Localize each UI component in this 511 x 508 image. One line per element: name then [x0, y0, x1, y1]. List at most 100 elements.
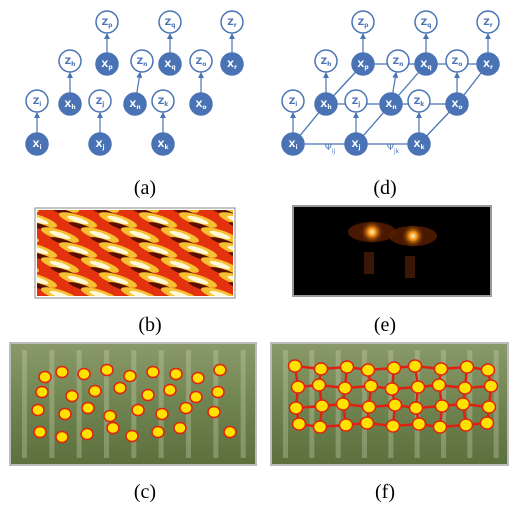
detection — [36, 387, 48, 398]
label-main: X — [158, 140, 165, 150]
detection — [481, 417, 494, 429]
label-sub: ij — [332, 148, 336, 155]
detection — [126, 431, 138, 442]
heat-peak — [9, 289, 31, 301]
heat-peak — [9, 199, 31, 211]
detection — [170, 369, 182, 380]
label-main: X — [288, 140, 295, 150]
label-sub: j — [357, 144, 360, 151]
detection — [32, 405, 44, 416]
label-sub: jk — [393, 148, 400, 155]
caption: (a) — [134, 177, 156, 199]
label-main: X — [451, 100, 458, 110]
label-sub: q — [171, 22, 175, 29]
label-sub: h — [327, 61, 331, 68]
detection — [386, 383, 399, 395]
arrow — [137, 73, 140, 93]
label-main: X — [129, 100, 136, 110]
label-main: X — [385, 100, 392, 110]
detection — [389, 399, 402, 411]
caption: (d) — [373, 177, 396, 199]
detection — [142, 390, 154, 401]
detection — [56, 432, 68, 443]
figure-content: ZpZqZrZhXpZnXqZoXrZiXhZjXnZkXoXiXjXkZpZq… — [0, 11, 508, 465]
detection — [340, 419, 353, 431]
heat-hot — [0, 254, 41, 276]
heat-cold — [10, 205, 38, 218]
blob — [401, 224, 425, 248]
label-main: Ψ — [387, 143, 394, 153]
label-main: X — [483, 60, 490, 70]
label-sub: i — [39, 101, 41, 108]
detection — [212, 387, 224, 398]
detection — [132, 405, 144, 416]
detection — [208, 407, 220, 418]
plant-stripe — [241, 350, 246, 458]
detection — [214, 365, 226, 376]
detection — [433, 379, 446, 391]
blob — [360, 220, 384, 244]
detection — [361, 417, 374, 429]
label-sub: o — [458, 104, 462, 111]
label-sub: i — [295, 144, 297, 151]
detection — [409, 360, 422, 372]
blob-trail — [405, 256, 415, 278]
plant-stripe — [309, 350, 314, 458]
detection — [89, 386, 101, 397]
detection — [337, 398, 350, 410]
label-main: X — [95, 140, 102, 150]
heat-cold — [10, 235, 38, 248]
plant-stripe — [283, 350, 288, 458]
label-sub: o — [202, 104, 206, 111]
heat-cold — [10, 265, 38, 278]
detection — [174, 423, 186, 434]
detection — [78, 369, 90, 380]
label-sub: i — [39, 144, 41, 151]
detection — [34, 427, 46, 438]
detection — [293, 418, 306, 430]
detection — [387, 420, 400, 432]
detection — [363, 401, 376, 413]
detection — [114, 383, 126, 394]
label-main: X — [351, 140, 358, 150]
detection — [457, 398, 470, 410]
label-sub: n — [136, 104, 140, 111]
label-sub: p — [364, 64, 369, 71]
label-main: X — [164, 60, 171, 70]
label-sub: q — [171, 64, 175, 71]
detection — [107, 423, 119, 434]
heat-hot — [0, 194, 41, 216]
detection — [314, 421, 327, 433]
detection — [388, 362, 401, 374]
heat-peak — [9, 229, 31, 241]
label-main: X — [32, 140, 39, 150]
detection — [81, 429, 93, 440]
detection — [164, 385, 176, 396]
detection — [147, 367, 159, 378]
detection — [412, 381, 425, 393]
detection — [341, 361, 354, 373]
detection — [436, 400, 449, 412]
label-sub: j — [357, 101, 360, 108]
plant-stripe — [77, 350, 82, 458]
detection — [483, 401, 496, 413]
detection — [292, 381, 305, 393]
heat-cold — [10, 295, 38, 308]
label-main: X — [420, 60, 427, 70]
potential-label: Ψjk — [387, 143, 400, 155]
plant-stripe — [49, 350, 54, 458]
label-sub: r — [490, 64, 493, 71]
label-sub: h — [71, 104, 75, 111]
label-sub: h — [71, 61, 75, 68]
detection — [39, 372, 51, 383]
plant-stripe — [22, 350, 27, 458]
detection — [339, 382, 352, 394]
arrow — [393, 73, 396, 93]
label-sub: n — [143, 61, 147, 68]
label-main: X — [414, 140, 421, 150]
label-sub: r — [490, 22, 493, 29]
figure: ZpZqZrZhXpZnXqZoXrZiXhZjXnZkXoXiXjXkZpZq… — [0, 0, 511, 508]
label-main: X — [320, 100, 327, 110]
dark-map — [293, 206, 491, 296]
label-sub: n — [392, 104, 396, 111]
